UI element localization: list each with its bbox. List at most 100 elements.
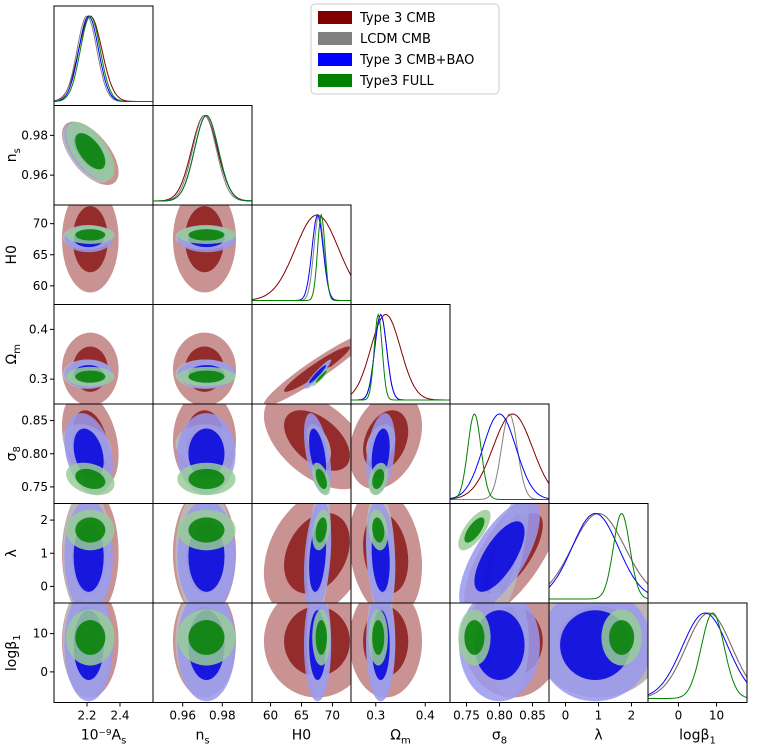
- marginal-line-1: [252, 213, 351, 301]
- y-tick-label: 2: [40, 513, 48, 527]
- panel-content: [172, 332, 237, 404]
- legend-entry: LCDM CMB: [318, 32, 431, 47]
- marginal-line-2: [549, 512, 648, 594]
- panel-content: [351, 312, 450, 401]
- y-axis-label-lam: λ: [4, 549, 20, 557]
- marginal-line-2: [648, 612, 747, 696]
- x-tick-label: 2.4: [110, 709, 129, 723]
- panel-content: [351, 603, 423, 702]
- panel-content: [62, 603, 119, 702]
- panel-H0-ns: [152, 204, 253, 305]
- panel-Om-H0: [251, 304, 352, 405]
- y-tick-label: 0.85: [21, 414, 48, 428]
- marginal-line-0: [351, 313, 450, 401]
- contour-68-3: [75, 517, 106, 543]
- x-axis-label-lam: λ: [594, 728, 602, 744]
- y-tick-label: 0.75: [21, 480, 48, 494]
- contour-68-3: [315, 517, 327, 543]
- panel-frame: [350, 304, 451, 405]
- x-tick-label: 0: [675, 709, 683, 723]
- panel-content: [153, 114, 252, 202]
- y-axis-label-Om: Ωm: [4, 344, 23, 364]
- marginal-line-3: [54, 15, 153, 102]
- x-tick-label: 65: [294, 709, 309, 723]
- legend-entry: Type3 FULL: [318, 74, 434, 89]
- panel-ns-ns: [152, 105, 253, 206]
- panel-content: [62, 121, 119, 185]
- contour-68-3: [464, 619, 485, 655]
- panel-content: [648, 612, 747, 699]
- legend-label-type3-cmb-bao: Type 3 CMB+BAO: [359, 53, 474, 68]
- marginal-line-1: [549, 512, 648, 585]
- contour-68-3: [188, 517, 225, 543]
- panel-frame: [647, 602, 748, 703]
- contour-68-3: [372, 517, 385, 543]
- panel-lam-lam: [548, 503, 649, 604]
- panel-Om-As: 0.3 0.4 Ωm: [4, 304, 154, 405]
- contour-68-3: [609, 619, 635, 655]
- y-tick-label: 1: [40, 546, 48, 560]
- x-tick-label: 0.98: [209, 709, 236, 723]
- panel-content: [252, 213, 351, 301]
- panel-content: [263, 404, 351, 496]
- y-tick-label: 65: [33, 248, 48, 262]
- contour-68-3: [315, 370, 327, 383]
- x-tick-label: 0.4: [416, 709, 435, 723]
- panel-frame: [449, 403, 550, 504]
- y-tick-label: 0.80: [21, 447, 48, 461]
- panel-content: [172, 404, 237, 496]
- x-axis-label-logb: logβ1: [679, 728, 716, 747]
- y-tick-label: 10: [33, 627, 48, 641]
- x-tick-label: 0.96: [169, 709, 196, 723]
- panel-lam-H0: [251, 503, 352, 604]
- panel-H0-As: 60 65 70 H0: [4, 204, 154, 305]
- panel-content: [172, 205, 237, 293]
- x-tick-label: 10: [709, 709, 724, 723]
- panel-logb-s8: 0.75 0.80 0.85 σ8: [449, 602, 550, 747]
- marginal-line-1: [648, 612, 747, 697]
- x-tick-label: 0.80: [486, 709, 513, 723]
- contour-68-2: [474, 521, 525, 592]
- panel-As-As: [53, 5, 154, 106]
- legend-label-type3-cmb: Type 3 CMB: [359, 11, 436, 26]
- marginal-line-3: [153, 114, 252, 202]
- panel-content: [263, 503, 351, 603]
- contour-68-3: [75, 468, 106, 490]
- panel-content: [351, 404, 423, 496]
- marginal-line-2: [351, 313, 450, 401]
- panel-lam-s8: [449, 503, 550, 604]
- marginal-line-2: [153, 114, 252, 202]
- x-axis-label-s8: σ8: [492, 728, 507, 747]
- x-tick-label: 2.2: [77, 709, 96, 723]
- marginal-line-1: [450, 413, 549, 500]
- marginal-line-2: [450, 413, 549, 500]
- y-axis-label-H0: H0: [4, 245, 20, 264]
- marginal-line-0: [252, 214, 351, 301]
- x-tick-label: 0.3: [366, 709, 385, 723]
- y-tick-label: 60: [33, 279, 48, 293]
- panel-s8-Om: [350, 403, 451, 504]
- marginal-line-3: [351, 312, 450, 401]
- marginal-line-3: [648, 612, 747, 699]
- panels-group: 0.960.98ns606570H00.30.4Ωm0.750.800.85σ8…: [4, 5, 748, 747]
- y-axis-label-ns: ns: [4, 148, 23, 162]
- panel-content: [458, 503, 549, 603]
- y-axis-label-logb: logβ1: [4, 634, 23, 671]
- contour-68-3: [75, 133, 106, 170]
- legend-label-lcdm-cmb: LCDM CMB: [360, 32, 431, 47]
- x-tick-label: 1: [595, 709, 603, 723]
- panel-content: [263, 603, 351, 702]
- y-tick-label: 0.98: [21, 128, 48, 142]
- marginal-line-3: [252, 213, 351, 301]
- marginal-line-3: [549, 513, 648, 600]
- panel-Om-ns: [152, 304, 253, 405]
- contour-68-3: [464, 517, 485, 543]
- panel-content: [54, 15, 153, 102]
- y-tick-label: 0.3: [29, 372, 48, 386]
- y-tick-label: 0: [40, 579, 48, 593]
- legend-entry: Type 3 CMB: [318, 11, 436, 26]
- contour-68-3: [188, 619, 225, 655]
- x-tick-label: 0: [562, 709, 570, 723]
- legend-entry: Type 3 CMB+BAO: [318, 53, 474, 68]
